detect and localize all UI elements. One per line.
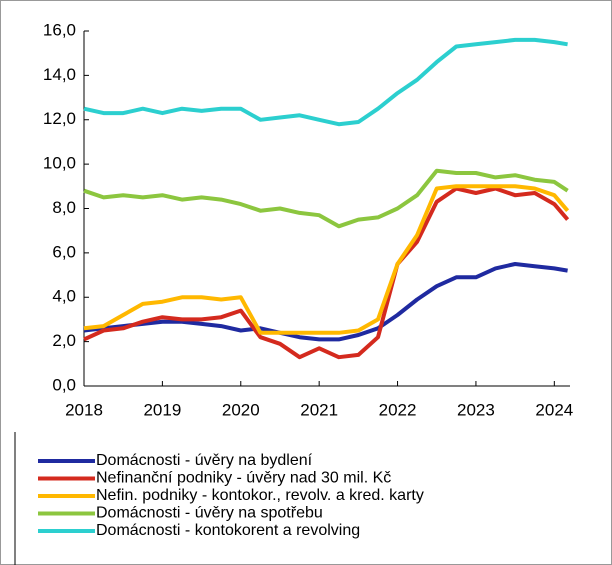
x-tick-label: 2024 bbox=[535, 400, 573, 419]
x-tick-label: 2023 bbox=[457, 400, 495, 419]
series-line bbox=[83, 37, 568, 127]
y-tick-label: 14,0 bbox=[43, 65, 76, 84]
series-line bbox=[83, 262, 568, 342]
y-tick-label: 12,0 bbox=[43, 109, 76, 128]
x-tick-label: 2018 bbox=[65, 400, 103, 419]
y-tick-label: 2,0 bbox=[52, 331, 76, 350]
y-tick-label: 8,0 bbox=[52, 198, 76, 217]
series-line bbox=[83, 184, 570, 335]
y-tick-label: 10,0 bbox=[43, 154, 76, 173]
legend-label: Domácnosti - kontokorent a revolving bbox=[96, 522, 360, 539]
x-tick-label: 2022 bbox=[379, 400, 417, 419]
y-tick-label: 6,0 bbox=[52, 242, 76, 261]
legend-label: Domácnosti - úvěry na spotřebu bbox=[96, 505, 323, 522]
x-tick-label: 2019 bbox=[143, 400, 181, 419]
legend-label: Nefinanční podniky - úvěry nad 30 mil. K… bbox=[96, 470, 391, 487]
x-tick-label: 2020 bbox=[222, 400, 260, 419]
y-tick-label: 16,0 bbox=[43, 20, 76, 39]
y-tick-label: 4,0 bbox=[52, 287, 76, 306]
legend-label: Domácnosti - úvěry na bydlení bbox=[96, 452, 313, 469]
x-tick-label: 2021 bbox=[300, 400, 338, 419]
y-tick-label: 0,0 bbox=[52, 375, 76, 394]
series-line bbox=[83, 186, 570, 360]
legend-label: Nefin. podniky - kontokor., revolv. a kr… bbox=[96, 487, 424, 504]
series-line bbox=[83, 168, 569, 229]
